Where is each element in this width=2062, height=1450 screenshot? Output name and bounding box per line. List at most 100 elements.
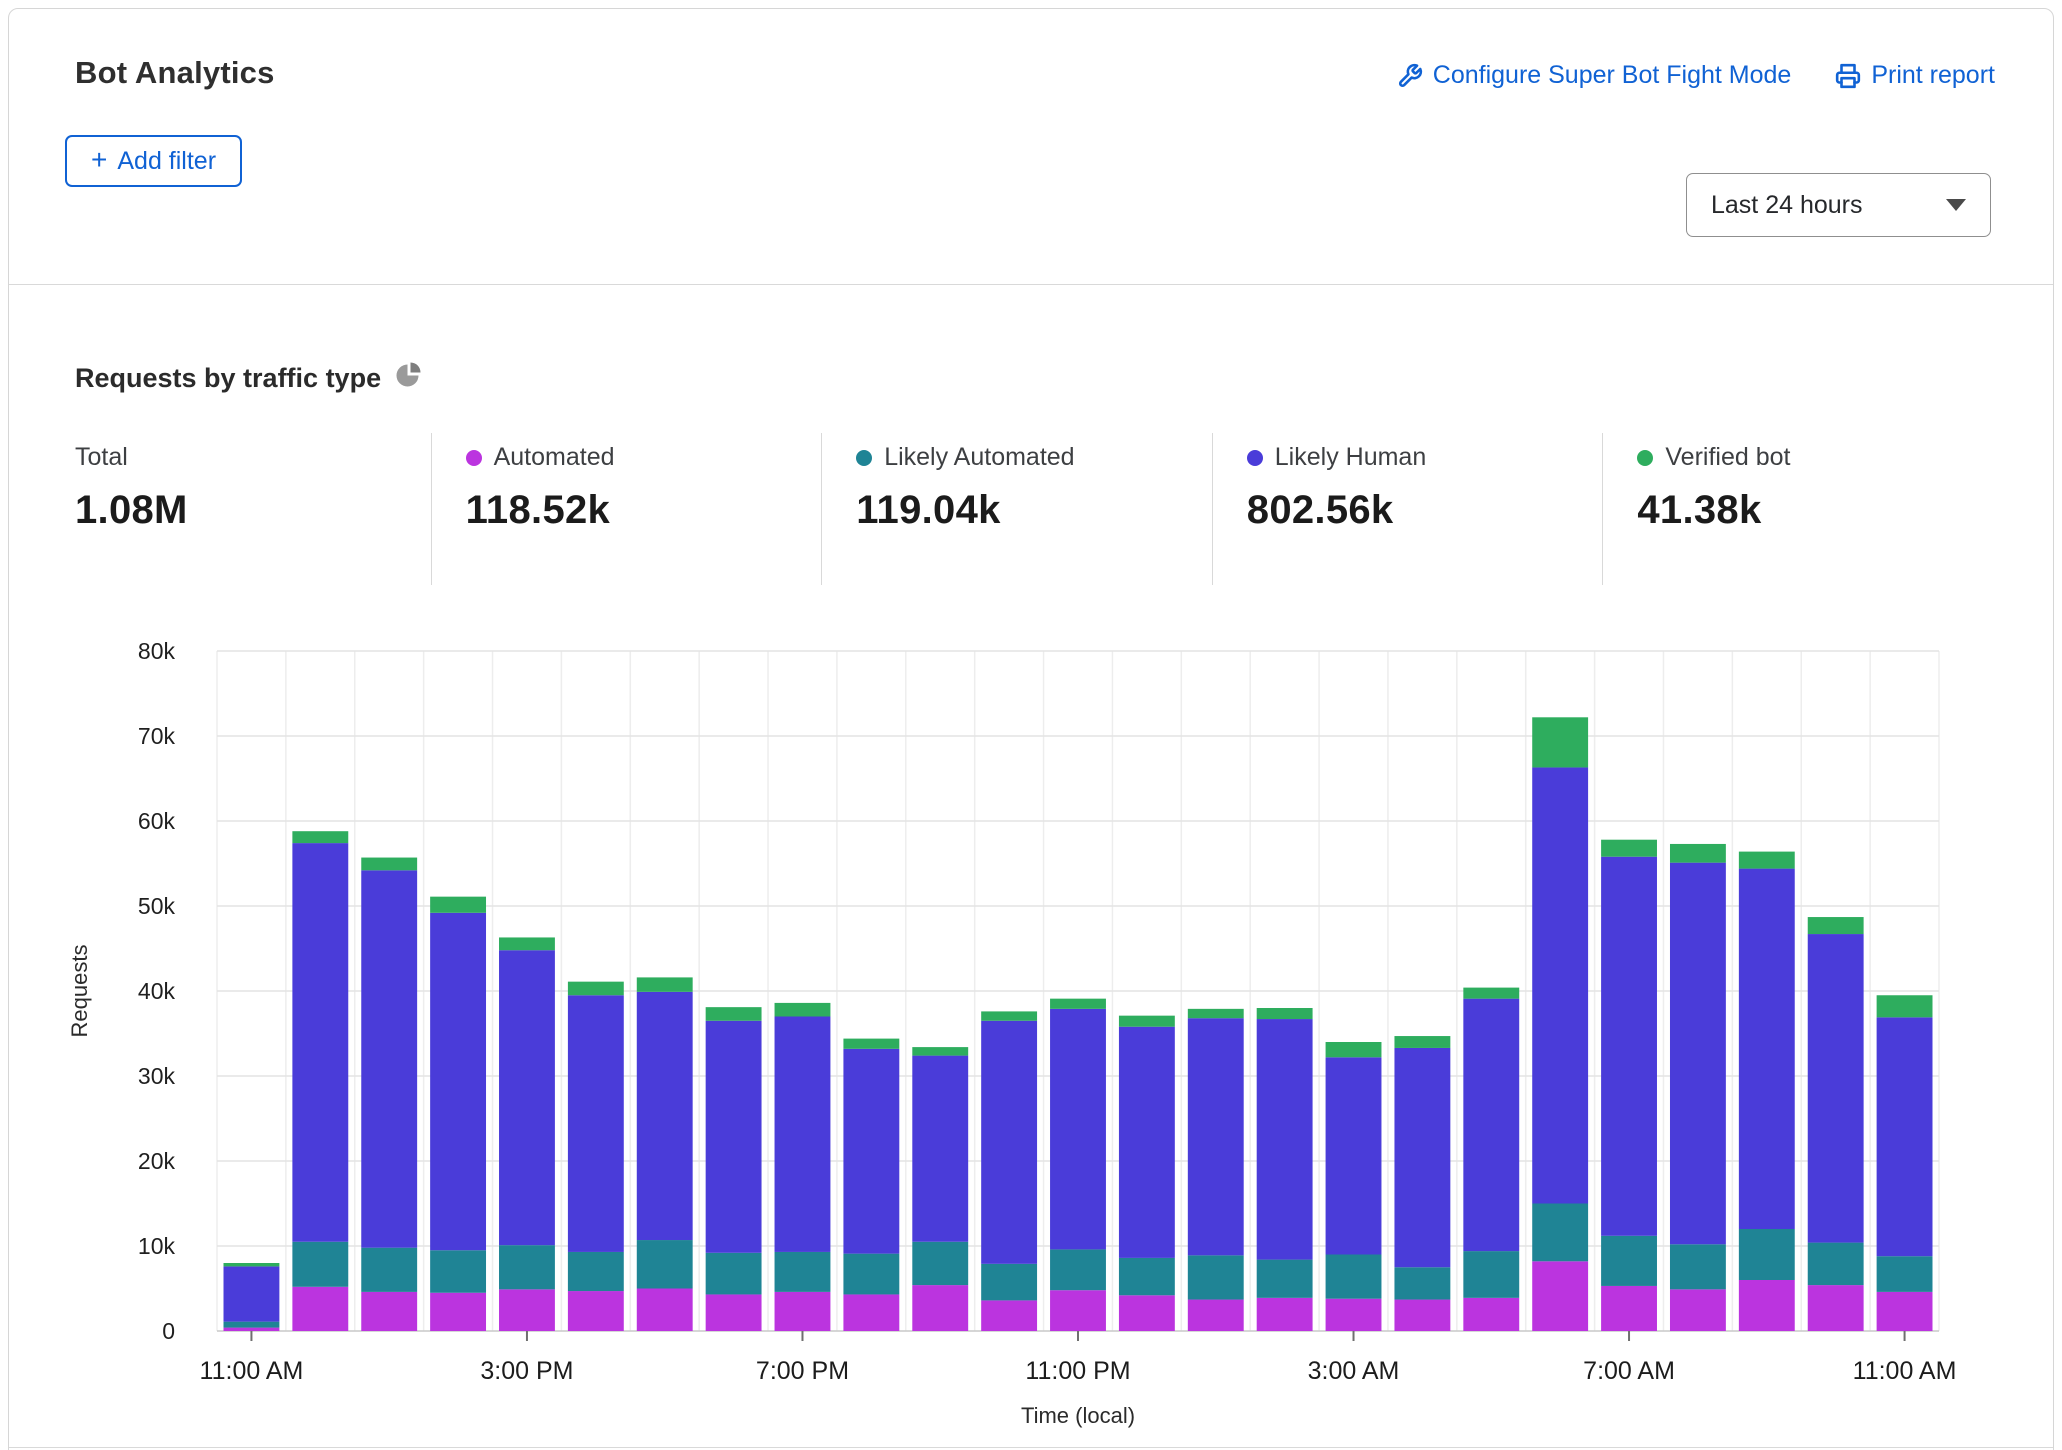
- bar-segment-likely-human[interactable]: [1463, 998, 1520, 1252]
- bar-segment-automated[interactable]: [636, 1288, 693, 1332]
- bar-segment-verified-bot[interactable]: [774, 1002, 831, 1017]
- bar-segment-verified-bot[interactable]: [1532, 717, 1589, 768]
- bar-segment-automated[interactable]: [843, 1294, 900, 1331]
- bar-segment-verified-bot[interactable]: [705, 1007, 762, 1021]
- bar-segment-likely-human[interactable]: [292, 843, 349, 1242]
- print-report-link[interactable]: Print report: [1835, 61, 1995, 90]
- bar-segment-automated[interactable]: [1876, 1291, 1933, 1331]
- bar-segment-likely-automated[interactable]: [774, 1251, 831, 1292]
- bar-segment-automated[interactable]: [1463, 1297, 1520, 1331]
- bar-segment-likely-automated[interactable]: [1256, 1259, 1313, 1298]
- bar-segment-automated[interactable]: [499, 1289, 555, 1331]
- bar-segment-likely-automated[interactable]: [361, 1247, 418, 1292]
- bar-segment-verified-bot[interactable]: [1050, 998, 1106, 1009]
- bar-segment-verified-bot[interactable]: [361, 857, 418, 871]
- bar-segment-likely-human[interactable]: [361, 870, 418, 1248]
- bar-segment-likely-human[interactable]: [1601, 856, 1657, 1236]
- bar-segment-verified-bot[interactable]: [567, 981, 624, 996]
- bar-segment-verified-bot[interactable]: [1463, 987, 1520, 999]
- bar-segment-likely-human[interactable]: [981, 1020, 1038, 1264]
- bar-segment-likely-human[interactable]: [499, 950, 555, 1246]
- bar-segment-likely-automated[interactable]: [499, 1245, 555, 1290]
- bar-segment-verified-bot[interactable]: [292, 831, 349, 844]
- bar-segment-verified-bot[interactable]: [843, 1038, 900, 1049]
- stat-likely-human[interactable]: Likely Human 802.56k: [1211, 433, 1603, 585]
- bar-segment-likely-automated[interactable]: [1394, 1267, 1451, 1300]
- bar-segment-likely-human[interactable]: [774, 1016, 831, 1252]
- bar-segment-likely-human[interactable]: [1187, 1018, 1244, 1256]
- bar-segment-verified-bot[interactable]: [1601, 839, 1657, 857]
- bar-segment-likely-human[interactable]: [1738, 868, 1795, 1229]
- bar-segment-automated[interactable]: [223, 1327, 280, 1331]
- bar-segment-likely-automated[interactable]: [1738, 1229, 1795, 1280]
- bar-segment-likely-automated[interactable]: [1325, 1254, 1382, 1299]
- bar-segment-automated[interactable]: [1807, 1285, 1864, 1331]
- bar-segment-likely-automated[interactable]: [1463, 1251, 1520, 1298]
- bar-segment-likely-human[interactable]: [1394, 1047, 1451, 1268]
- stat-likely-automated[interactable]: Likely Automated 119.04k: [821, 433, 1212, 585]
- bar-segment-verified-bot[interactable]: [912, 1047, 969, 1056]
- bar-segment-likely-human[interactable]: [705, 1020, 762, 1253]
- bar-segment-automated[interactable]: [1256, 1297, 1313, 1331]
- bar-segment-likely-human[interactable]: [567, 995, 624, 1252]
- bar-segment-likely-human[interactable]: [223, 1266, 280, 1322]
- bar-segment-likely-automated[interactable]: [1807, 1242, 1864, 1286]
- bar-segment-automated[interactable]: [1601, 1285, 1657, 1331]
- bar-segment-automated[interactable]: [981, 1300, 1038, 1331]
- bar-segment-verified-bot[interactable]: [430, 896, 487, 913]
- bar-segment-automated[interactable]: [705, 1294, 762, 1331]
- bar-segment-automated[interactable]: [1394, 1299, 1451, 1331]
- bar-segment-likely-automated[interactable]: [1601, 1235, 1657, 1286]
- bar-segment-likely-human[interactable]: [843, 1048, 900, 1254]
- bar-segment-likely-automated[interactable]: [567, 1251, 624, 1292]
- bar-segment-likely-automated[interactable]: [1876, 1256, 1933, 1292]
- bar-segment-likely-human[interactable]: [1669, 862, 1726, 1245]
- bar-segment-likely-human[interactable]: [1325, 1057, 1382, 1255]
- bar-segment-automated[interactable]: [292, 1286, 349, 1331]
- bar-segment-verified-bot[interactable]: [223, 1263, 280, 1267]
- bar-segment-verified-bot[interactable]: [1876, 995, 1933, 1018]
- bar-segment-verified-bot[interactable]: [1669, 843, 1726, 863]
- stat-verified-bot[interactable]: Verified bot 41.38k: [1602, 433, 1993, 585]
- bar-segment-automated[interactable]: [361, 1291, 418, 1331]
- bar-segment-verified-bot[interactable]: [981, 1011, 1038, 1021]
- bar-segment-likely-automated[interactable]: [1669, 1244, 1726, 1290]
- bar-segment-likely-human[interactable]: [1807, 934, 1864, 1243]
- configure-super-bot-fight-mode-link[interactable]: Configure Super Bot Fight Mode: [1397, 61, 1791, 90]
- bar-segment-likely-automated[interactable]: [843, 1253, 900, 1295]
- bar-segment-likely-human[interactable]: [636, 991, 693, 1241]
- bar-segment-likely-automated[interactable]: [1050, 1249, 1106, 1291]
- bar-segment-likely-human[interactable]: [1050, 1008, 1106, 1250]
- bar-segment-automated[interactable]: [912, 1285, 969, 1331]
- bar-segment-automated[interactable]: [1118, 1295, 1175, 1331]
- bar-segment-automated[interactable]: [1738, 1280, 1795, 1331]
- bar-segment-verified-bot[interactable]: [499, 937, 555, 951]
- bar-segment-automated[interactable]: [1325, 1298, 1382, 1331]
- bar-segment-likely-automated[interactable]: [430, 1250, 487, 1293]
- bar-segment-verified-bot[interactable]: [1394, 1036, 1451, 1048]
- time-range-select[interactable]: Last 24 hours: [1686, 173, 1991, 237]
- bar-segment-likely-human[interactable]: [1118, 1026, 1175, 1258]
- bar-segment-verified-bot[interactable]: [1187, 1008, 1244, 1019]
- add-filter-button[interactable]: + Add filter: [65, 135, 243, 187]
- bar-segment-likely-human[interactable]: [1256, 1019, 1313, 1260]
- bar-segment-verified-bot[interactable]: [1325, 1042, 1382, 1058]
- bar-segment-verified-bot[interactable]: [1118, 1015, 1175, 1027]
- bar-segment-likely-human[interactable]: [912, 1055, 969, 1242]
- bar-segment-likely-automated[interactable]: [292, 1241, 349, 1287]
- bar-segment-likely-automated[interactable]: [981, 1263, 1038, 1301]
- bar-segment-automated[interactable]: [1532, 1261, 1589, 1331]
- bar-segment-automated[interactable]: [774, 1291, 831, 1331]
- bar-segment-automated[interactable]: [430, 1292, 487, 1331]
- bar-segment-automated[interactable]: [1669, 1289, 1726, 1331]
- bar-segment-likely-automated[interactable]: [1187, 1255, 1244, 1300]
- bar-segment-likely-human[interactable]: [1532, 767, 1589, 1204]
- bar-segment-verified-bot[interactable]: [1256, 1008, 1313, 1020]
- bar-segment-automated[interactable]: [1187, 1299, 1244, 1331]
- bar-segment-likely-automated[interactable]: [705, 1252, 762, 1295]
- bar-segment-verified-bot[interactable]: [1807, 917, 1864, 935]
- bar-segment-verified-bot[interactable]: [636, 977, 693, 992]
- bar-segment-likely-automated[interactable]: [636, 1240, 693, 1289]
- bar-segment-likely-automated[interactable]: [1532, 1203, 1589, 1262]
- bar-segment-likely-human[interactable]: [430, 912, 487, 1251]
